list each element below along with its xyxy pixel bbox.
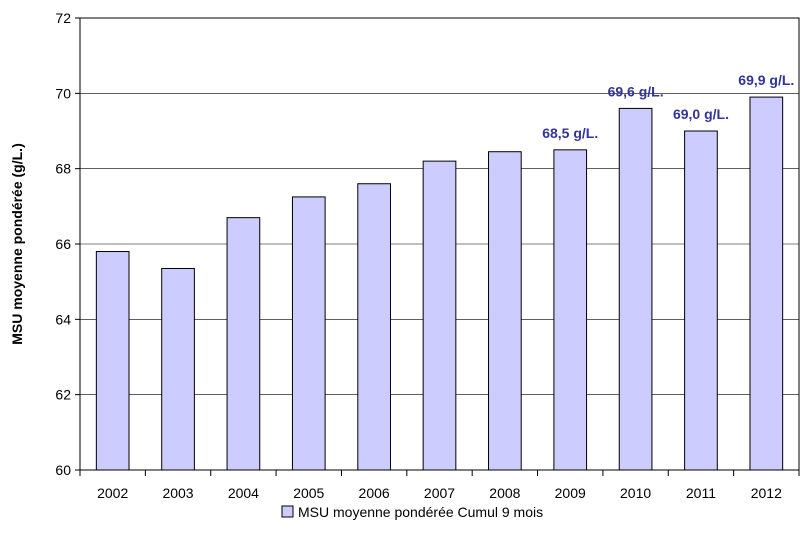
y-tick-label: 66	[55, 236, 71, 252]
y-tick-label: 64	[55, 311, 71, 327]
x-tick-label: 2008	[489, 485, 520, 501]
y-tick-label: 72	[55, 10, 71, 26]
x-tick-label: 2011	[686, 485, 716, 501]
bar-2012	[749, 96, 784, 471]
bar-2005	[291, 196, 326, 471]
legend-entry: MSU moyenne pondérée Cumul 9 mois	[298, 504, 543, 520]
x-tick-label: 2004	[228, 485, 259, 501]
y-tick-label: 68	[55, 161, 71, 177]
x-tick-label: 2009	[555, 485, 586, 501]
bar-2009	[553, 149, 588, 471]
y-axis-label: MSU moyenne pondérée (g/L.)	[9, 143, 25, 344]
bar-2011	[684, 130, 718, 471]
bars	[95, 96, 784, 471]
x-tick-label: 2005	[293, 485, 324, 501]
x-tick-label: 2006	[359, 485, 390, 501]
plot-area-frame	[79, 17, 800, 471]
x-tick-label: 2007	[424, 485, 455, 501]
data-label-2009: 68,5 g/L.	[542, 125, 598, 141]
bar-2010	[618, 107, 653, 471]
y-tick-label: 60	[55, 462, 71, 478]
data-labels: 68,5 g/L. 69,6 g/L. 69,0 g/L. 69,9 g/L.	[542, 72, 794, 141]
legend: MSU moyenne pondérée Cumul 9 mois	[281, 504, 543, 520]
y-axis-ticks: 60 62 64 66 68 70 72	[55, 10, 80, 478]
x-tick-label: 2012	[751, 485, 782, 501]
x-tick-label: 2010	[620, 485, 651, 501]
x-axis-ticks: 2002 2003 2004 2005 2006 2007 2008 2009 2010 2011…	[79, 470, 800, 501]
x-tick-label: 2003	[162, 485, 193, 501]
x-tick-label: 2002	[97, 485, 128, 501]
y-tick-label: 70	[55, 85, 71, 101]
bar-2007	[422, 160, 457, 471]
bar-2004	[226, 217, 261, 471]
bar-2008	[488, 151, 522, 471]
y-tick-label: 62	[55, 387, 71, 403]
bar-2006	[357, 183, 391, 471]
bar-2002	[95, 251, 130, 471]
legend-swatch	[281, 505, 294, 518]
data-label-2010: 69,6 g/L.	[608, 83, 664, 99]
data-label-2012: 69,9 g/L.	[738, 72, 794, 88]
bar-2003	[161, 267, 195, 471]
data-label-2011: 69,0 g/L.	[673, 106, 729, 122]
